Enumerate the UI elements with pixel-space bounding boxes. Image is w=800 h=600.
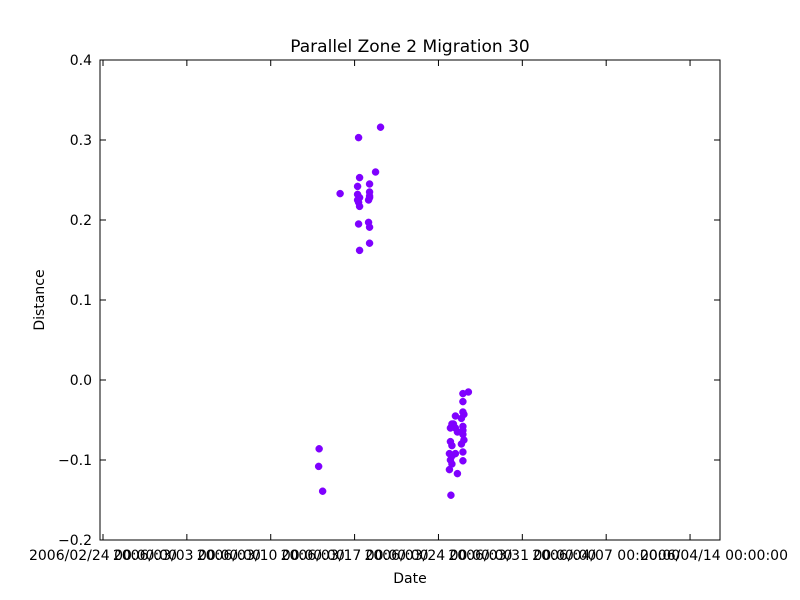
data-point: [451, 449, 460, 458]
x-tick-label: 2006/03/31 00:00:00: [448, 548, 596, 564]
y-axis: −0.2 −0.1 0.0 0.1 0.2 0.3 0.4: [58, 53, 720, 549]
chart-title: Parallel Zone 2 Migration 30: [290, 37, 529, 57]
data-point: [365, 193, 374, 202]
data-point: [354, 133, 363, 142]
x-tick-label: 2006/04/14 00:00:00: [640, 548, 788, 564]
plot-area: [100, 60, 720, 540]
y-tick-label: −0.1: [58, 453, 92, 469]
y-tick-label: 0.1: [70, 293, 92, 309]
data-point: [365, 239, 374, 247]
data-point: [371, 168, 380, 176]
data-point: [336, 189, 344, 198]
data-point: [457, 414, 466, 423]
data-point: [318, 487, 327, 495]
y-tick-label: 0.0: [70, 373, 92, 389]
data-points: [314, 123, 473, 499]
x-axis-title: Date: [393, 571, 426, 587]
data-point: [459, 448, 467, 456]
data-point: [355, 173, 364, 182]
x-tick-label: 2006/03/03 00:00:00: [113, 548, 261, 564]
y-tick-label: 0.4: [70, 53, 92, 69]
data-point: [315, 445, 323, 453]
data-point: [445, 465, 454, 474]
data-point: [464, 388, 473, 396]
data-point: [353, 182, 362, 191]
x-tick-label: 2006/03/17 00:00:00: [281, 548, 429, 564]
data-point: [355, 246, 364, 255]
x-tick-label: 2006/04/07 00:00:00: [532, 548, 680, 564]
data-point: [457, 440, 466, 448]
data-point: [314, 462, 323, 471]
y-tick-label: 0.3: [70, 133, 92, 149]
data-point: [448, 441, 456, 450]
data-point: [376, 123, 385, 131]
y-axis-title: Distance: [32, 269, 48, 330]
data-point: [355, 202, 364, 211]
data-point: [354, 220, 363, 228]
data-point: [459, 457, 467, 465]
x-tick-label: 2006/03/24 00:00:00: [364, 548, 512, 564]
data-point: [447, 491, 455, 499]
data-point: [459, 397, 467, 406]
x-tick-label: 2006/02/24 00:00:00: [29, 548, 177, 564]
y-tick-label: −0.2: [58, 533, 92, 549]
x-tick-label: 2006/03/10 00:00:00: [197, 548, 345, 564]
data-point: [453, 469, 462, 478]
data-point: [365, 223, 374, 231]
y-tick-label: 0.2: [70, 213, 92, 229]
data-point: [365, 180, 374, 188]
